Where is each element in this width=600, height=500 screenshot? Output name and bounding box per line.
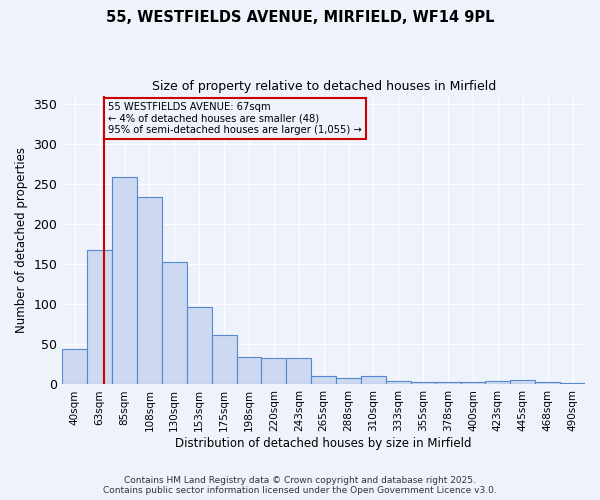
Text: 55 WESTFIELDS AVENUE: 67sqm
← 4% of detached houses are smaller (48)
95% of semi: 55 WESTFIELDS AVENUE: 67sqm ← 4% of deta… — [108, 102, 362, 135]
Bar — [87, 250, 112, 384]
Bar — [436, 382, 461, 384]
Bar — [560, 383, 585, 384]
Bar — [236, 357, 262, 384]
Text: 55, WESTFIELDS AVENUE, MIRFIELD, WF14 9PL: 55, WESTFIELDS AVENUE, MIRFIELD, WF14 9P… — [106, 10, 494, 25]
Bar — [461, 382, 485, 384]
Bar — [535, 382, 560, 384]
Bar — [187, 306, 212, 384]
Bar — [212, 334, 236, 384]
Bar — [386, 381, 411, 384]
Bar — [311, 376, 336, 384]
Bar — [286, 358, 311, 384]
Bar — [411, 382, 436, 384]
Text: Contains HM Land Registry data © Crown copyright and database right 2025.
Contai: Contains HM Land Registry data © Crown c… — [103, 476, 497, 495]
Bar — [112, 178, 137, 384]
Bar — [162, 262, 187, 384]
Title: Size of property relative to detached houses in Mirfield: Size of property relative to detached ho… — [152, 80, 496, 93]
Bar — [336, 378, 361, 384]
Bar — [262, 358, 286, 384]
Bar — [485, 381, 511, 384]
X-axis label: Distribution of detached houses by size in Mirfield: Distribution of detached houses by size … — [175, 437, 472, 450]
Bar — [511, 380, 535, 384]
Bar — [361, 376, 386, 384]
Bar — [137, 198, 162, 384]
Y-axis label: Number of detached properties: Number of detached properties — [15, 147, 28, 333]
Bar — [62, 349, 87, 384]
